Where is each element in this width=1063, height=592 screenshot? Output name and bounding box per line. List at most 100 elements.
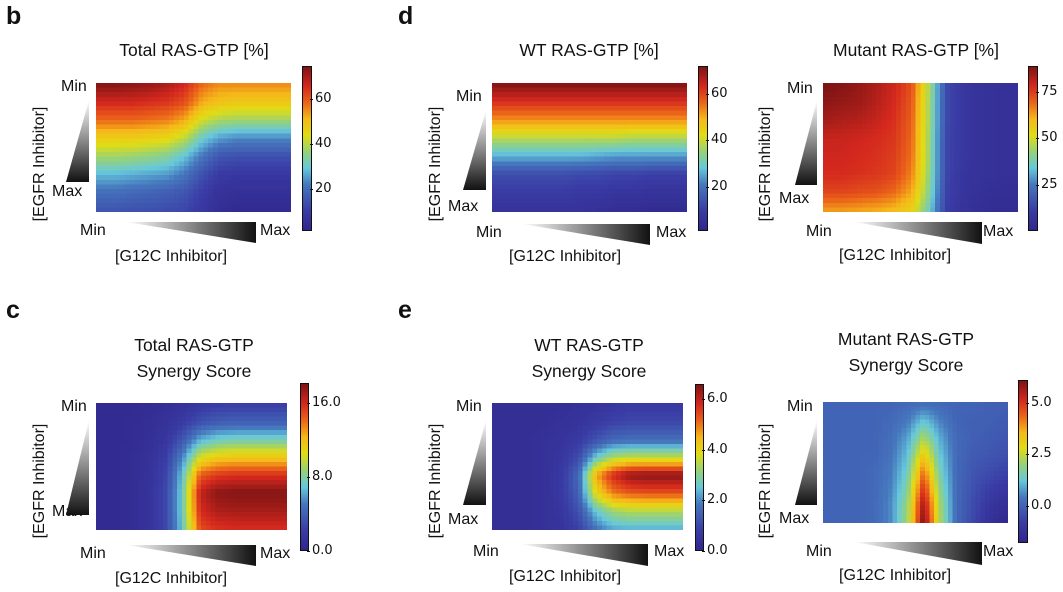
mutant-synergy-colorbar-tick-mark <box>1026 454 1029 455</box>
mutant-synergy-title: Mutant RAS-GTP Synergy Score <box>796 326 1016 378</box>
total-synergy-colorbar-tick-label: 8.0 <box>312 469 333 485</box>
mutant-synergy-x-axis-label: [G12C Inhibitor] <box>839 567 952 584</box>
wt-rasgtp-x-tick-min: Min <box>476 224 502 241</box>
mutant-synergy-colorbar <box>1018 380 1028 543</box>
mutant-synergy-colorbar-tick-label: 2.5 <box>1031 446 1052 462</box>
wt-synergy-title-line: Synergy Score <box>531 361 647 381</box>
mutant-rasgtp-heatmap <box>823 83 1018 212</box>
wt-synergy-y-tick-max: Max <box>448 511 479 528</box>
total-synergy-x-tick-max: Max <box>260 545 291 562</box>
total-rasgtp-heatmap <box>96 83 291 212</box>
wt-synergy-colorbar-tick-label: 6.0 <box>707 391 728 407</box>
mutant-rasgtp-colorbar-tick-label: 50 <box>1041 130 1058 146</box>
total-synergy-egfr-gradient-triangle <box>66 420 89 515</box>
mutant-rasgtp-x-axis-label: [G12C Inhibitor] <box>839 247 952 264</box>
total-rasgtp-g12c-gradient-triangle <box>126 222 256 243</box>
wt-rasgtp-colorbar-tick-label: 20 <box>711 178 728 194</box>
mutant-rasgtp-colorbar-tick-mark <box>1036 92 1039 93</box>
wt-synergy-colorbar-tick-mark <box>702 551 705 552</box>
total-rasgtp-colorbar-tick-mark <box>310 99 313 100</box>
total-rasgtp-y-tick-max: Max <box>52 183 83 200</box>
wt-rasgtp-colorbar-tick-label: 60 <box>711 85 728 101</box>
total-synergy-colorbar-tick-label: 0.0 <box>312 543 333 558</box>
panel-letter-b: b <box>6 2 22 30</box>
total-synergy-y-axis-label: [EGFR Inhibitor] <box>31 423 48 539</box>
total-synergy-g12c-gradient-triangle <box>126 545 256 566</box>
wt-synergy-x-tick-max: Max <box>654 543 685 560</box>
total-synergy-colorbar-tick-mark <box>307 551 310 552</box>
mutant-rasgtp-x-tick-max: Max <box>983 223 1014 240</box>
total-synergy-heatmap <box>96 403 287 530</box>
total-rasgtp-colorbar <box>302 66 312 231</box>
mutant-synergy-colorbar-tick-label: 0.0 <box>1031 497 1052 513</box>
mutant-synergy-colorbar-tick-label: 5.0 <box>1031 394 1052 410</box>
wt-rasgtp-heatmap <box>492 83 687 212</box>
mutant-rasgtp-x-tick-min: Min <box>806 223 832 240</box>
wt-synergy-title: WT RAS-GTP Synergy Score <box>479 332 699 384</box>
mutant-synergy-g12c-gradient-triangle <box>854 542 982 565</box>
total-synergy-x-tick-min: Min <box>80 545 106 562</box>
wt-synergy-colorbar-tick-label: 4.0 <box>707 441 728 457</box>
wt-synergy-y-tick-min: Min <box>456 398 482 415</box>
wt-rasgtp-y-tick-min: Min <box>456 88 482 105</box>
mutant-rasgtp-colorbar-tick-label: 25 <box>1041 176 1058 192</box>
mutant-rasgtp-colorbar <box>1028 66 1038 231</box>
total-rasgtp-x-tick-max: Max <box>260 222 291 239</box>
wt-synergy-title-line: WT RAS-GTP <box>534 335 644 355</box>
total-synergy-x-axis-label: [G12C Inhibitor] <box>115 570 228 587</box>
total-synergy-title-line: Total RAS-GTP <box>134 335 254 355</box>
total-rasgtp-x-tick-min: Min <box>80 222 106 239</box>
wt-rasgtp-y-axis-label: [EGFR Inhibitor] <box>427 106 444 222</box>
mutant-rasgtp-title: Mutant RAS-GTP [%] <box>833 40 999 60</box>
wt-rasgtp-y-tick-max: Max <box>448 198 479 215</box>
total-rasgtp-y-tick-min: Min <box>61 78 87 95</box>
panel-letter-c: c <box>6 296 20 324</box>
total-synergy-colorbar-tick-label: 16.0 <box>312 395 341 411</box>
total-synergy-colorbar-tick-mark <box>307 477 310 478</box>
wt-synergy-x-tick-min: Min <box>473 543 499 560</box>
mutant-synergy-heatmap <box>823 402 1008 523</box>
wt-synergy-egfr-gradient-triangle <box>463 420 486 505</box>
total-rasgtp-egfr-gradient-triangle <box>66 100 89 182</box>
panel-letter-e: e <box>398 296 412 324</box>
total-synergy-colorbar <box>300 383 309 551</box>
wt-synergy-x-axis-label: [G12C Inhibitor] <box>509 568 622 585</box>
total-rasgtp-colorbar-tick-mark <box>310 189 313 190</box>
wt-synergy-colorbar-tick-mark <box>702 399 705 400</box>
mutant-rasgtp-y-axis-label: [EGFR Inhibitor] <box>757 106 774 222</box>
total-rasgtp-colorbar-tick-mark <box>310 144 313 145</box>
wt-synergy-colorbar-tick-mark <box>702 500 705 501</box>
mutant-rasgtp-y-tick-max: Max <box>779 190 810 207</box>
mutant-synergy-title-line: Mutant RAS-GTP <box>837 329 975 349</box>
total-rasgtp-colorbar-tick-label: 40 <box>315 136 332 152</box>
mutant-synergy-y-tick-min: Min <box>787 398 813 415</box>
wt-synergy-heatmap <box>492 403 683 530</box>
wt-rasgtp-x-tick-max: Max <box>656 224 687 241</box>
wt-synergy-colorbar-tick-mark <box>702 450 705 451</box>
mutant-rasgtp-colorbar-tick-mark <box>1036 185 1039 186</box>
wt-synergy-colorbar-tick-label: 0.0 <box>707 543 728 558</box>
total-rasgtp-colorbar-tick-label: 20 <box>315 180 332 196</box>
mutant-synergy-colorbar-tick-mark <box>1026 403 1029 404</box>
mutant-rasgtp-y-tick-min: Min <box>787 80 813 97</box>
wt-rasgtp-colorbar <box>698 66 708 231</box>
total-synergy-title: Total RAS-GTP Synergy Score <box>84 332 304 384</box>
wt-synergy-g12c-gradient-triangle <box>520 544 648 566</box>
mutant-synergy-y-tick-max: Max <box>779 510 810 527</box>
total-synergy-colorbar-tick-mark <box>307 403 310 404</box>
mutant-synergy-title-line: Synergy Score <box>848 355 964 375</box>
wt-rasgtp-title: WT RAS-GTP [%] <box>519 40 659 60</box>
mutant-synergy-x-tick-max: Max <box>983 543 1014 560</box>
mutant-rasgtp-egfr-gradient-triangle <box>795 100 817 185</box>
panel-letter-d: d <box>398 2 414 30</box>
total-rasgtp-x-axis-label: [G12C Inhibitor] <box>115 248 228 265</box>
wt-rasgtp-x-axis-label: [G12C Inhibitor] <box>509 248 622 265</box>
wt-rasgtp-colorbar-tick-mark <box>706 187 709 188</box>
mutant-synergy-y-axis-label: [EGFR Inhibitor] <box>757 423 774 539</box>
mutant-synergy-x-tick-min: Min <box>806 543 832 560</box>
mutant-synergy-colorbar-tick-mark <box>1026 506 1029 507</box>
total-rasgtp-colorbar-tick-label: 60 <box>315 91 332 107</box>
mutant-rasgtp-colorbar-tick-mark <box>1036 138 1039 139</box>
mutant-synergy-egfr-gradient-triangle <box>795 420 817 505</box>
total-synergy-title-line: Synergy Score <box>136 361 252 381</box>
